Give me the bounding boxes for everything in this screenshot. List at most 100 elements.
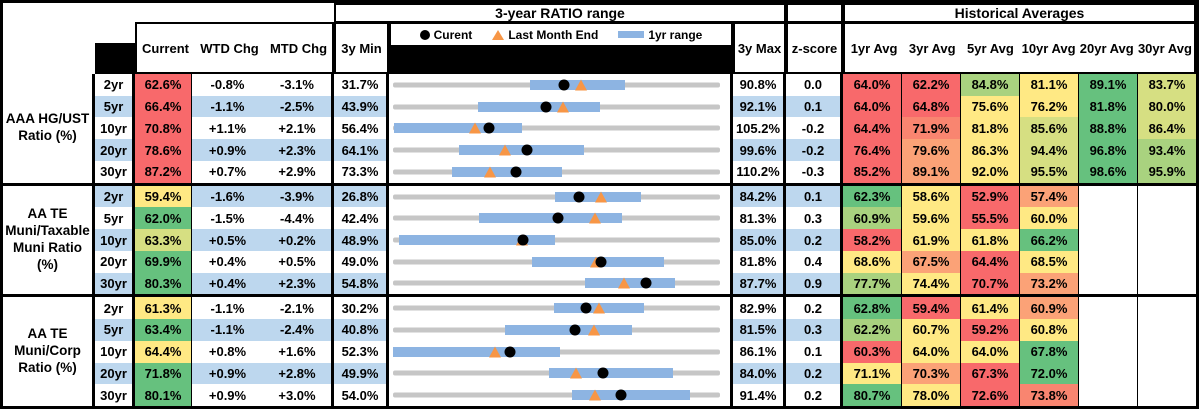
avg-cell: 72.6% <box>961 384 1020 406</box>
range-chart-cell <box>389 207 733 230</box>
avg-cell: 60.9% <box>1020 297 1079 320</box>
tenor-cell: 30yr <box>95 272 135 295</box>
avg-cell <box>1079 250 1138 273</box>
avg-cell <box>1138 185 1196 208</box>
3y-max-cell: 84.0% <box>733 362 786 385</box>
1yr-range-bar <box>572 390 691 401</box>
current-dot-marker <box>552 212 564 224</box>
1yr-range-bar <box>393 346 561 357</box>
current-dot-marker <box>615 389 627 401</box>
group-rows: 2yr 61.3% -1.1% -2.1% 30.2% 82.9% 0.2 62.8% 59.4… <box>95 297 1196 406</box>
last-month-triangle-marker <box>556 101 569 113</box>
table-row: 10yr 64.4% +0.8% +1.6% 52.3% 86.1% 0.1 60.3% 64.… <box>95 340 1196 363</box>
last-month-triangle-marker <box>588 389 601 401</box>
avg-cell: 98.6% <box>1079 160 1138 183</box>
tenor-cell: 10yr <box>95 229 135 251</box>
avg-cell: 86.3% <box>961 139 1020 161</box>
wtd-chg-cell: +1.1% <box>192 117 263 140</box>
current-dot-marker <box>558 79 570 91</box>
wtd-chg-cell: +0.4% <box>192 272 263 295</box>
3y-min-column-header: 3y Min <box>334 22 389 74</box>
last-month-triangle-marker <box>594 191 607 203</box>
avg-cell: 86.4% <box>1138 117 1196 140</box>
10yr-avg-column-header: 10yr Avg <box>1021 40 1076 56</box>
avg-cell: 78.0% <box>902 384 961 406</box>
wtd-chg-cell: +0.8% <box>192 340 263 363</box>
z-score-cell: 0.4 <box>786 250 843 273</box>
1yr-range-bar <box>504 324 632 335</box>
tenor-cell: 20yr <box>95 139 135 161</box>
z-score-cell: 0.2 <box>786 229 843 251</box>
current-column-header: Current <box>142 40 189 56</box>
avg-cell: 94.4% <box>1020 139 1079 161</box>
avg-cell <box>1138 297 1196 320</box>
mtd-chg-cell: +2.8% <box>263 362 334 385</box>
wtd-chg-cell: +0.4% <box>192 250 263 273</box>
mtd-chg-cell: -2.1% <box>263 297 334 320</box>
avg-cell: 60.0% <box>1020 207 1079 230</box>
avg-cell <box>1079 319 1138 341</box>
3y-max-cell: 85.0% <box>733 229 786 251</box>
current-cell: 69.9% <box>135 250 192 273</box>
current-cell: 62.6% <box>135 74 192 96</box>
range-chart-cell <box>389 272 733 295</box>
table-row: 2yr 61.3% -1.1% -2.1% 30.2% 82.9% 0.2 62.8% 59.4… <box>95 297 1196 320</box>
3y-max-cell: 81.8% <box>733 250 786 273</box>
3y-max-cell: 110.2% <box>733 160 786 183</box>
current-dot-marker <box>510 166 522 178</box>
avg-cell: 67.3% <box>961 362 1020 385</box>
3y-max-cell: 87.7% <box>733 272 786 295</box>
3y-min-cell: 26.8% <box>334 185 389 208</box>
tenor-cell: 10yr <box>95 117 135 140</box>
3y-max-cell: 99.6% <box>733 139 786 161</box>
legend-row: Curent Last Month End 1yr range <box>391 24 731 45</box>
mtd-chg-cell: -3.1% <box>263 74 334 96</box>
avg-cell: 60.8% <box>1020 319 1079 341</box>
wtd-chg-cell: -1.1% <box>192 319 263 341</box>
z-score-column-header: z-score <box>786 22 843 74</box>
legend-1yr-range: 1yr range <box>618 28 702 42</box>
avg-cell: 85.6% <box>1020 117 1079 140</box>
table-row: 5yr 66.4% -1.1% -2.5% 43.9% 92.1% 0.1 64.0% 64.8… <box>95 95 1196 118</box>
avg-cell: 64.4% <box>843 117 902 140</box>
last-month-triangle-marker <box>587 324 600 336</box>
3y-max-cell: 90.8% <box>733 74 786 96</box>
group-label: AA TE Muni/Corp Ratio (%) <box>3 297 95 406</box>
3y-min-cell: 43.9% <box>334 95 389 118</box>
wtd-chg-cell: +0.9% <box>192 139 263 161</box>
avg-cell: 80.7% <box>843 384 902 406</box>
avg-cell: 73.8% <box>1020 384 1079 406</box>
wtd-chg-cell: -1.1% <box>192 95 263 118</box>
z-score-cell: -0.3 <box>786 160 843 183</box>
group-rows: 2yr 59.4% -1.6% -3.9% 26.8% 84.2% 0.1 62.3% 58.6… <box>95 185 1196 295</box>
avg-cell <box>1138 250 1196 273</box>
current-cell: 70.8% <box>135 117 192 140</box>
current-cell: 66.4% <box>135 95 192 118</box>
table-row: 2yr 62.6% -0.8% -3.1% 31.7% 90.8% 0.0 64.0% 62.2… <box>95 74 1196 96</box>
wtd-chg-cell: -1.5% <box>192 207 263 230</box>
current-cell: 64.4% <box>135 340 192 363</box>
range-chart-cell <box>389 250 733 273</box>
3y-max-cell: 105.2% <box>733 117 786 140</box>
1yr-avg-column-header: 1yr Avg <box>850 40 898 56</box>
avg-cell <box>1079 384 1138 406</box>
3y-range-track <box>393 392 720 398</box>
mtd-chg-cell: +0.5% <box>263 250 334 273</box>
table-row: 20yr 69.9% +0.4% +0.5% 49.0% 81.8% 0.4 68.6% 67.… <box>95 250 1196 273</box>
avg-cell: 88.8% <box>1079 117 1138 140</box>
3y-min-cell: 30.2% <box>334 297 389 320</box>
avg-cell: 60.7% <box>902 319 961 341</box>
3y-min-cell: 56.4% <box>334 117 389 140</box>
avg-cell: 59.4% <box>902 297 961 320</box>
1yr-range-bar <box>549 368 673 379</box>
average-columns-header: 1yr Avg 3yr Avg 5yr Avg 10yr Avg 20yr Av… <box>843 22 1196 74</box>
avg-cell: 62.2% <box>843 319 902 341</box>
avg-cell: 92.0% <box>961 160 1020 183</box>
last-month-triangle-marker <box>488 346 501 358</box>
current-dot-marker <box>540 101 552 113</box>
avg-cell <box>1079 229 1138 251</box>
last-month-triangle-marker <box>593 302 605 314</box>
3y-min-cell: 49.9% <box>334 362 389 385</box>
avg-cell: 93.4% <box>1138 139 1196 161</box>
